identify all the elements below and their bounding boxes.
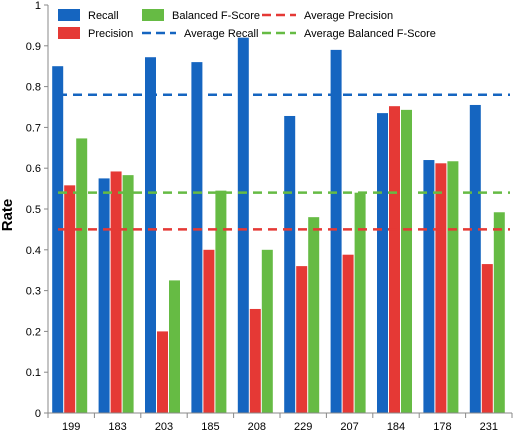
y-axis-title: Rate <box>0 199 16 232</box>
bar-recall-184 <box>377 113 388 414</box>
bar-precision-183 <box>110 171 122 413</box>
x-tick-label: 208 <box>248 421 266 433</box>
bar-precision-199 <box>64 185 76 413</box>
legend-label-average-recall: Average Recall <box>184 28 258 40</box>
y-tick-label: 1 <box>35 0 41 12</box>
legend-swatch-precision <box>58 27 80 39</box>
bar-recall-231 <box>469 104 481 414</box>
x-tick-label: 184 <box>387 421 405 433</box>
y-tick-label: 0 <box>35 408 41 420</box>
bar-recall-185 <box>191 62 203 414</box>
bar-precision-229 <box>296 266 308 413</box>
y-tick-label: 0.5 <box>26 204 41 216</box>
x-tick-label: 203 <box>155 421 173 433</box>
x-tick-label: 178 <box>433 421 451 433</box>
bar-recall-207 <box>330 49 342 413</box>
bar-balanced-f-score-183 <box>122 175 134 413</box>
bar-recall-199 <box>52 66 64 413</box>
bar-balanced-f-score-199 <box>76 138 88 414</box>
bar-balanced-f-score-231 <box>493 212 505 413</box>
x-tick-label: 231 <box>480 421 498 433</box>
bar-precision-231 <box>481 264 493 413</box>
legend-label-average-balanced-f-score: Average Balanced F-Score <box>304 28 436 40</box>
x-tick-label: 183 <box>108 421 126 433</box>
x-tick-label: 207 <box>340 421 358 433</box>
legend-swatch-recall <box>58 9 80 21</box>
bar-balanced-f-score-207 <box>354 192 366 413</box>
bar-precision-203 <box>157 331 168 413</box>
y-tick-label: 0.6 <box>26 163 41 175</box>
legend-label-precision: Precision <box>88 28 133 40</box>
bar-precision-207 <box>342 254 354 413</box>
legend-label-average-precision: Average Precision <box>304 10 393 22</box>
bar-recall-208 <box>237 37 249 413</box>
x-tick-label: 229 <box>294 421 312 433</box>
y-tick-label: 0.1 <box>26 367 41 379</box>
y-tick-label: 0.7 <box>26 122 41 134</box>
bar-balanced-f-score-178 <box>447 161 459 413</box>
legend-label-recall: Recall <box>88 10 119 22</box>
y-tick-label: 0.9 <box>26 41 41 53</box>
bar-precision-184 <box>389 106 400 414</box>
bar-balanced-f-score-229 <box>308 217 320 413</box>
bar-precision-178 <box>435 163 447 413</box>
legend-swatch-balanced-f-score <box>142 9 164 21</box>
bar-balanced-f-score-208 <box>261 249 273 413</box>
y-tick-label: 0.4 <box>26 245 41 257</box>
legend-label-balanced-f-score: Balanced F-Score <box>172 10 260 22</box>
bar-balanced-f-score-184 <box>401 109 412 414</box>
bar-recall-203 <box>145 57 156 413</box>
x-tick-label: 185 <box>201 421 219 433</box>
y-tick-label: 0.2 <box>26 326 41 338</box>
bar-precision-185 <box>203 249 215 413</box>
bar-recall-178 <box>423 160 435 413</box>
bar-balanced-f-score-203 <box>169 280 180 413</box>
bar-precision-208 <box>249 308 261 413</box>
y-tick-label: 0.8 <box>26 82 41 94</box>
bar-recall-183 <box>98 178 110 413</box>
y-tick-label: 0.3 <box>26 286 41 298</box>
bar-balanced-f-score-185 <box>215 190 227 413</box>
x-tick-label: 199 <box>62 421 80 433</box>
bar-recall-229 <box>284 115 296 413</box>
